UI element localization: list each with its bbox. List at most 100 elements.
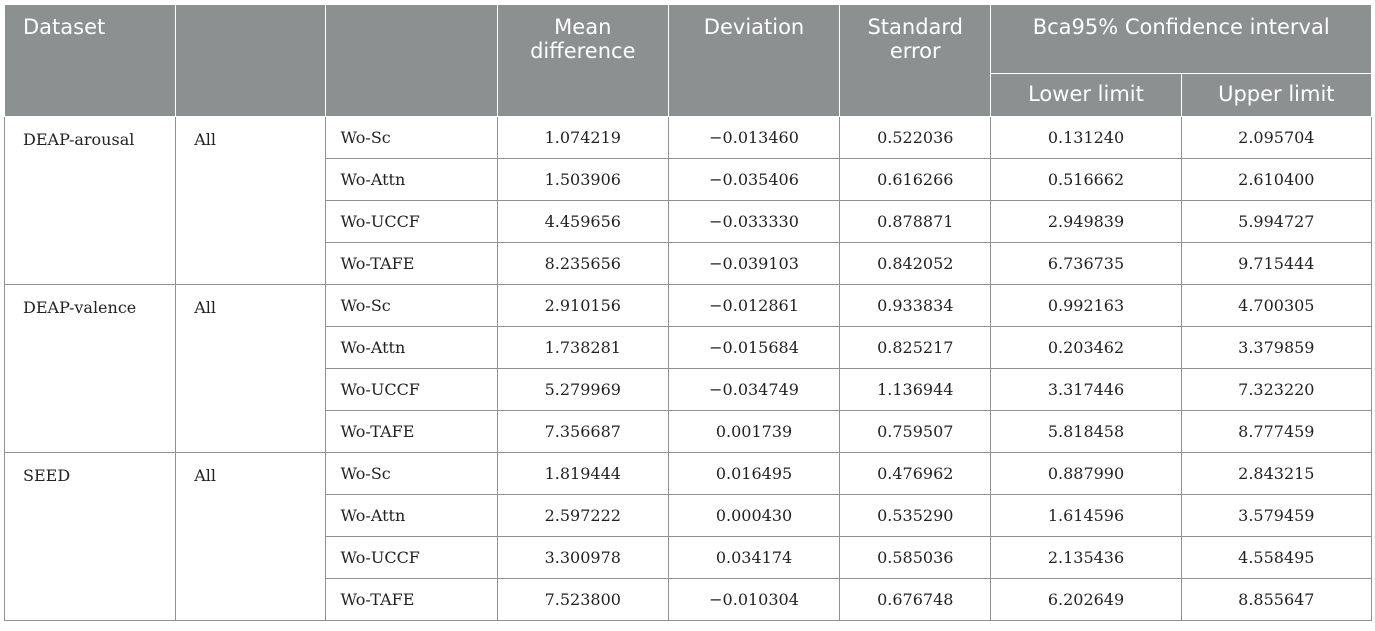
variant-cell: Wo-Attn	[325, 326, 498, 369]
table-row: Wo-UCCF 5.279969 −0.034749 1.136944 3.317446…	[5, 368, 1373, 411]
header-confidence-interval: Bca95% Confidence interval	[990, 4, 1372, 74]
lower-limit-cell: 2.135436	[990, 536, 1182, 579]
header-dataset: Dataset	[3, 4, 177, 117]
deviation-cell: 0.000430	[667, 494, 841, 537]
deviation-cell: −0.012861	[667, 284, 841, 327]
lower-limit-cell: 3.317446	[990, 368, 1182, 411]
header-lower-limit: Lower limit	[990, 73, 1182, 117]
standard-error-cell: 0.522036	[839, 116, 992, 159]
subset-cell: All	[175, 452, 327, 621]
lower-limit-cell: 2.949839	[990, 200, 1182, 243]
mean-difference-cell: 5.279969	[496, 368, 669, 411]
upper-limit-cell: 7.323220	[1180, 368, 1373, 411]
table-row: Wo-TAFE 8.235656 −0.039103 0.842052 6.736735…	[5, 242, 1373, 285]
mean-difference-cell: 7.523800	[496, 578, 669, 621]
upper-limit-cell: 3.379859	[1180, 326, 1373, 369]
table-row: Wo-Attn 2.597222 0.000430 0.535290 1.614596 3…	[5, 494, 1373, 537]
variant-cell: Wo-Attn	[325, 158, 498, 201]
variant-cell: Wo-Sc	[325, 284, 498, 327]
results-table: Dataset Mean difference Deviation Standa…	[3, 4, 1373, 621]
mean-difference-cell: 1.738281	[496, 326, 669, 369]
header-subset	[175, 4, 327, 117]
lower-limit-cell: 0.516662	[990, 158, 1182, 201]
mean-difference-cell: 7.356687	[496, 410, 669, 453]
variant-cell: Wo-UCCF	[325, 368, 498, 411]
standard-error-cell: 1.136944	[839, 368, 992, 411]
mean-difference-cell: 4.459656	[496, 200, 669, 243]
standard-error-cell: 0.842052	[839, 242, 992, 285]
upper-limit-cell: 2.095704	[1180, 116, 1373, 159]
deviation-cell: −0.013460	[667, 116, 841, 159]
upper-limit-cell: 4.558495	[1180, 536, 1373, 579]
table-row: Wo-Attn 1.503906 −0.035406 0.616266 0.516662…	[5, 158, 1373, 201]
deviation-cell: −0.034749	[667, 368, 841, 411]
upper-limit-cell: 2.610400	[1180, 158, 1373, 201]
mean-difference-cell: 3.300978	[496, 536, 669, 579]
dataset-cell: DEAP-arousal	[3, 116, 177, 285]
upper-limit-cell: 8.777459	[1180, 410, 1373, 453]
upper-limit-cell: 5.994727	[1180, 200, 1373, 243]
lower-limit-cell: 1.614596	[990, 494, 1182, 537]
table-row: Wo-UCCF 3.300978 0.034174 0.585036 2.135436 4…	[5, 536, 1373, 579]
standard-error-cell: 0.476962	[839, 452, 992, 495]
upper-limit-cell: 3.579459	[1180, 494, 1373, 537]
variant-cell: Wo-Attn	[325, 494, 498, 537]
upper-limit-cell: 4.700305	[1180, 284, 1373, 327]
variant-cell: Wo-TAFE	[325, 578, 498, 621]
table-row: Wo-TAFE 7.523800 −0.010304 0.676748 6.202649…	[5, 578, 1373, 621]
lower-limit-cell: 5.818458	[990, 410, 1182, 453]
subset-cell: All	[175, 284, 327, 453]
table-header: Dataset Mean difference Deviation Standa…	[3, 4, 1373, 117]
table-row: Wo-Attn 1.738281 −0.015684 0.825217 0.203462…	[5, 326, 1373, 369]
table-row: DEAP-arousal All Wo-Sc 1.074219 −0.013460 0.5…	[3, 116, 1373, 285]
standard-error-cell: 0.585036	[839, 536, 992, 579]
deviation-cell: 0.016495	[667, 452, 841, 495]
deviation-cell: 0.034174	[667, 536, 841, 579]
variant-cell: Wo-TAFE	[325, 410, 498, 453]
lower-limit-cell: 6.202649	[990, 578, 1182, 621]
variant-cell: Wo-Sc	[325, 116, 498, 159]
mean-difference-cell: 2.597222	[496, 494, 669, 537]
header-mean-difference: Mean difference	[496, 4, 669, 117]
standard-error-cell: 0.535290	[839, 494, 992, 537]
lower-limit-cell: 0.887990	[990, 452, 1182, 495]
lower-limit-cell: 0.203462	[990, 326, 1182, 369]
deviation-cell: −0.039103	[667, 242, 841, 285]
table-row: SEED All Wo-Sc 1.819444 0.016495 0.476962 0.88…	[3, 452, 1373, 621]
mean-difference-cell: 2.910156	[496, 284, 669, 327]
dataset-cell: DEAP-valence	[3, 284, 177, 453]
standard-error-cell: 0.759507	[839, 410, 992, 453]
variant-cell: Wo-Sc	[325, 452, 498, 495]
deviation-cell: −0.035406	[667, 158, 841, 201]
deviation-cell: −0.010304	[667, 578, 841, 621]
mean-difference-cell: 1.503906	[496, 158, 669, 201]
dataset-cell: SEED	[3, 452, 177, 621]
upper-limit-cell: 9.715444	[1180, 242, 1373, 285]
header-variant	[325, 4, 498, 117]
mean-difference-cell: 1.819444	[496, 452, 669, 495]
standard-error-cell: 0.878871	[839, 200, 992, 243]
mean-difference-cell: 1.074219	[496, 116, 669, 159]
mean-difference-cell: 8.235656	[496, 242, 669, 285]
table-body: DEAP-arousal All Wo-Sc 1.074219 −0.013460 0.5…	[3, 116, 1373, 621]
variant-cell: Wo-TAFE	[325, 242, 498, 285]
variant-cell: Wo-UCCF	[325, 536, 498, 579]
deviation-cell: 0.001739	[667, 410, 841, 453]
header-deviation: Deviation	[667, 4, 841, 117]
standard-error-cell: 0.676748	[839, 578, 992, 621]
table-row: Wo-UCCF 4.459656 −0.033330 0.878871 2.949839…	[5, 200, 1373, 243]
subset-cell: All	[175, 116, 327, 285]
header-upper-limit: Upper limit	[1180, 73, 1373, 117]
deviation-cell: −0.033330	[667, 200, 841, 243]
deviation-cell: −0.015684	[667, 326, 841, 369]
header-standard-error: Standard error	[839, 4, 992, 117]
upper-limit-cell: 2.843215	[1180, 452, 1373, 495]
lower-limit-cell: 0.131240	[990, 116, 1182, 159]
standard-error-cell: 0.616266	[839, 158, 992, 201]
lower-limit-cell: 6.736735	[990, 242, 1182, 285]
standard-error-cell: 0.933834	[839, 284, 992, 327]
upper-limit-cell: 8.855647	[1180, 578, 1373, 621]
table-row: DEAP-valence All Wo-Sc 2.910156 −0.012861 0.9…	[3, 284, 1373, 453]
variant-cell: Wo-UCCF	[325, 200, 498, 243]
lower-limit-cell: 0.992163	[990, 284, 1182, 327]
